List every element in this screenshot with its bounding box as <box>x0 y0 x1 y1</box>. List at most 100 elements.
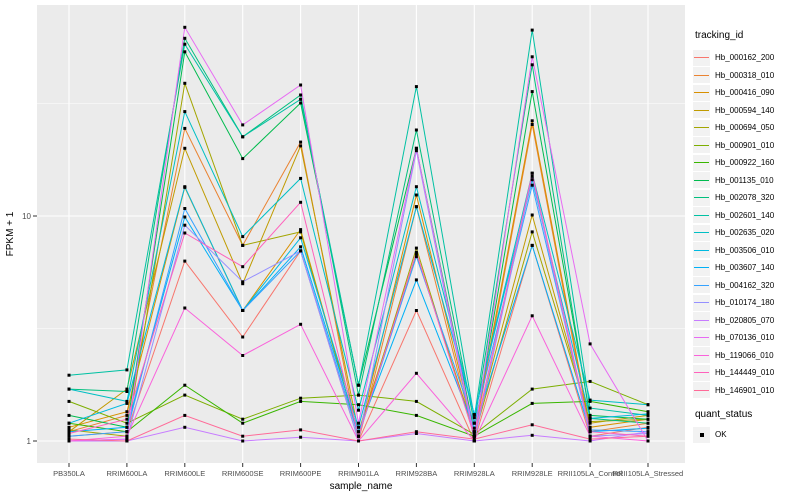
data-point-Hb_000594_140 <box>299 144 303 148</box>
legend-label-Hb_000901_010: Hb_000901_010 <box>715 140 775 150</box>
legend-title-quant-status: quant_status <box>695 409 753 420</box>
legend-item-quant-ok: OK <box>693 426 799 444</box>
data-point-Hb_001135_010 <box>183 50 187 54</box>
data-point-Hb_000901_010 <box>299 396 303 400</box>
legend-line-icon <box>694 354 709 356</box>
data-point-Hb_001135_010 <box>646 417 650 421</box>
legend-line-icon <box>694 372 709 374</box>
legend-item-Hb_000318_010: Hb_000318_010 <box>693 67 799 85</box>
data-point-Hb_000922_160 <box>241 421 245 425</box>
data-point-Hb_000922_160 <box>299 399 303 403</box>
legend-line-icon <box>694 249 709 251</box>
data-point-Hb_000901_010 <box>241 417 245 421</box>
legend-item-Hb_020805_070: Hb_020805_070 <box>693 312 799 330</box>
legend-label-Hb_000594_140: Hb_000594_140 <box>715 105 775 115</box>
data-point-Hb_144449_010 <box>530 171 534 175</box>
data-point-Hb_002601_140 <box>299 97 303 101</box>
legend-label-Hb_020805_070: Hb_020805_070 <box>715 315 775 325</box>
data-point-Hb_000594_140 <box>241 282 245 286</box>
data-point-Hb_000901_010 <box>588 379 592 383</box>
legend-label-Hb_146901_010: Hb_146901_010 <box>715 385 775 395</box>
data-point-Hb_002601_140 <box>67 373 71 377</box>
legend-key-Hb_000318_010 <box>693 67 710 84</box>
legend-line-icon <box>694 179 709 181</box>
data-point-Hb_003607_140 <box>472 426 476 430</box>
data-point-Hb_010174_180 <box>530 174 534 178</box>
data-point-Hb_004162_320 <box>183 207 187 210</box>
data-point-Hb_000594_140 <box>125 387 129 391</box>
data-point-Hb_002635_020 <box>646 403 650 407</box>
data-point-Hb_000162_200 <box>241 335 245 339</box>
legend-key-Hb_002601_140 <box>693 207 710 224</box>
legend-key-Hb_010174_180 <box>693 294 710 311</box>
data-point-Hb_000416_090 <box>588 425 592 429</box>
data-point-Hb_119066_010 <box>241 354 245 357</box>
legend-item-Hb_146901_010: Hb_146901_010 <box>693 382 799 400</box>
legend-key-Hb_001135_010 <box>693 172 710 189</box>
legend-key-Hb_146901_010 <box>693 382 710 399</box>
legend-key-Hb_004162_320 <box>693 277 710 294</box>
data-point-Hb_000922_160 <box>414 413 418 417</box>
legend-line-icon <box>694 144 709 146</box>
data-point-Hb_004162_320 <box>125 430 129 434</box>
data-point-Hb_004162_320 <box>588 428 592 432</box>
black-square-point-icon <box>699 432 704 437</box>
data-point-Hb_002078_320 <box>183 36 187 40</box>
legend-key-Hb_119066_010 <box>693 347 710 364</box>
data-point-Hb_003506_010 <box>357 425 360 429</box>
legend-label-Hb_010174_180: Hb_010174_180 <box>715 298 775 308</box>
data-point-Hb_144449_010 <box>414 250 418 254</box>
legend-label-Hb_002635_020: Hb_002635_020 <box>715 228 775 238</box>
legend: tracking_id Hb_000162_200 Hb_000318_010 Hb… <box>693 30 799 444</box>
data-point-Hb_001135_010 <box>241 157 245 161</box>
data-point-Hb_070136_010 <box>530 55 534 59</box>
data-point-Hb_004162_320 <box>530 183 534 187</box>
data-point-Hb_002601_140 <box>241 135 245 139</box>
data-point-Hb_000594_140 <box>588 421 592 425</box>
x-axis-title: sample_name <box>330 481 393 492</box>
data-point-Hb_119066_010 <box>125 434 129 438</box>
data-point-Hb_070136_010 <box>414 146 418 150</box>
data-point-Hb_003607_140 <box>67 430 71 434</box>
data-point-Hb_002078_320 <box>646 421 650 425</box>
data-point-Hb_144449_010 <box>67 432 71 435</box>
data-point-Hb_146901_010 <box>241 434 245 438</box>
data-point-Hb_004162_320 <box>472 421 476 425</box>
data-point-Hb_020805_070 <box>588 439 592 443</box>
legend-item-Hb_070136_010: Hb_070136_010 <box>693 329 799 347</box>
legend-label-Hb_144449_010: Hb_144449_010 <box>715 368 775 378</box>
data-point-Hb_000901_010 <box>125 421 129 425</box>
data-point-Hb_002635_020 <box>588 398 592 402</box>
data-point-Hb_146901_010 <box>414 430 418 434</box>
data-point-Hb_010174_180 <box>646 432 650 435</box>
data-point-Hb_000694_050 <box>299 230 303 234</box>
data-point-Hb_003506_010 <box>588 416 592 420</box>
data-point-Hb_144449_010 <box>357 434 360 438</box>
data-point-Hb_003607_140 <box>183 215 187 219</box>
data-point-Hb_000318_010 <box>530 123 534 126</box>
data-point-Hb_119066_010 <box>183 306 187 310</box>
data-point-Hb_003506_010 <box>530 178 534 182</box>
legend-item-Hb_144449_010: Hb_144449_010 <box>693 364 799 382</box>
data-point-Hb_146901_010 <box>299 428 303 432</box>
data-point-Hb_002635_020 <box>299 176 303 180</box>
data-point-Hb_146901_010 <box>530 423 534 427</box>
legend-label-Hb_003607_140: Hb_003607_140 <box>715 263 775 273</box>
data-point-Hb_003506_010 <box>472 413 476 417</box>
data-point-Hb_000318_010 <box>299 140 303 144</box>
data-point-Hb_020805_070 <box>414 432 418 435</box>
y-axis-title: FPKM + 1 <box>5 211 16 256</box>
data-point-Hb_002078_320 <box>357 393 360 397</box>
data-point-Hb_000901_010 <box>472 432 476 436</box>
y-tick-label-1: 1 <box>27 437 32 446</box>
legend-item-Hb_119066_010: Hb_119066_010 <box>693 347 799 365</box>
data-point-Hb_003607_140 <box>530 243 534 247</box>
data-point-Hb_000922_160 <box>183 383 187 387</box>
data-point-Hb_000694_050 <box>67 428 71 432</box>
data-point-Hb_002635_020 <box>183 110 187 114</box>
data-point-Hb_020805_070 <box>241 439 245 443</box>
legend-title-tracking-id: tracking_id <box>695 30 744 41</box>
legend-key-Hb_000922_160 <box>693 154 710 171</box>
x-tick-label-RRIM901LA: RRIM901LA <box>338 469 379 478</box>
data-point-Hb_000318_010 <box>183 126 187 130</box>
